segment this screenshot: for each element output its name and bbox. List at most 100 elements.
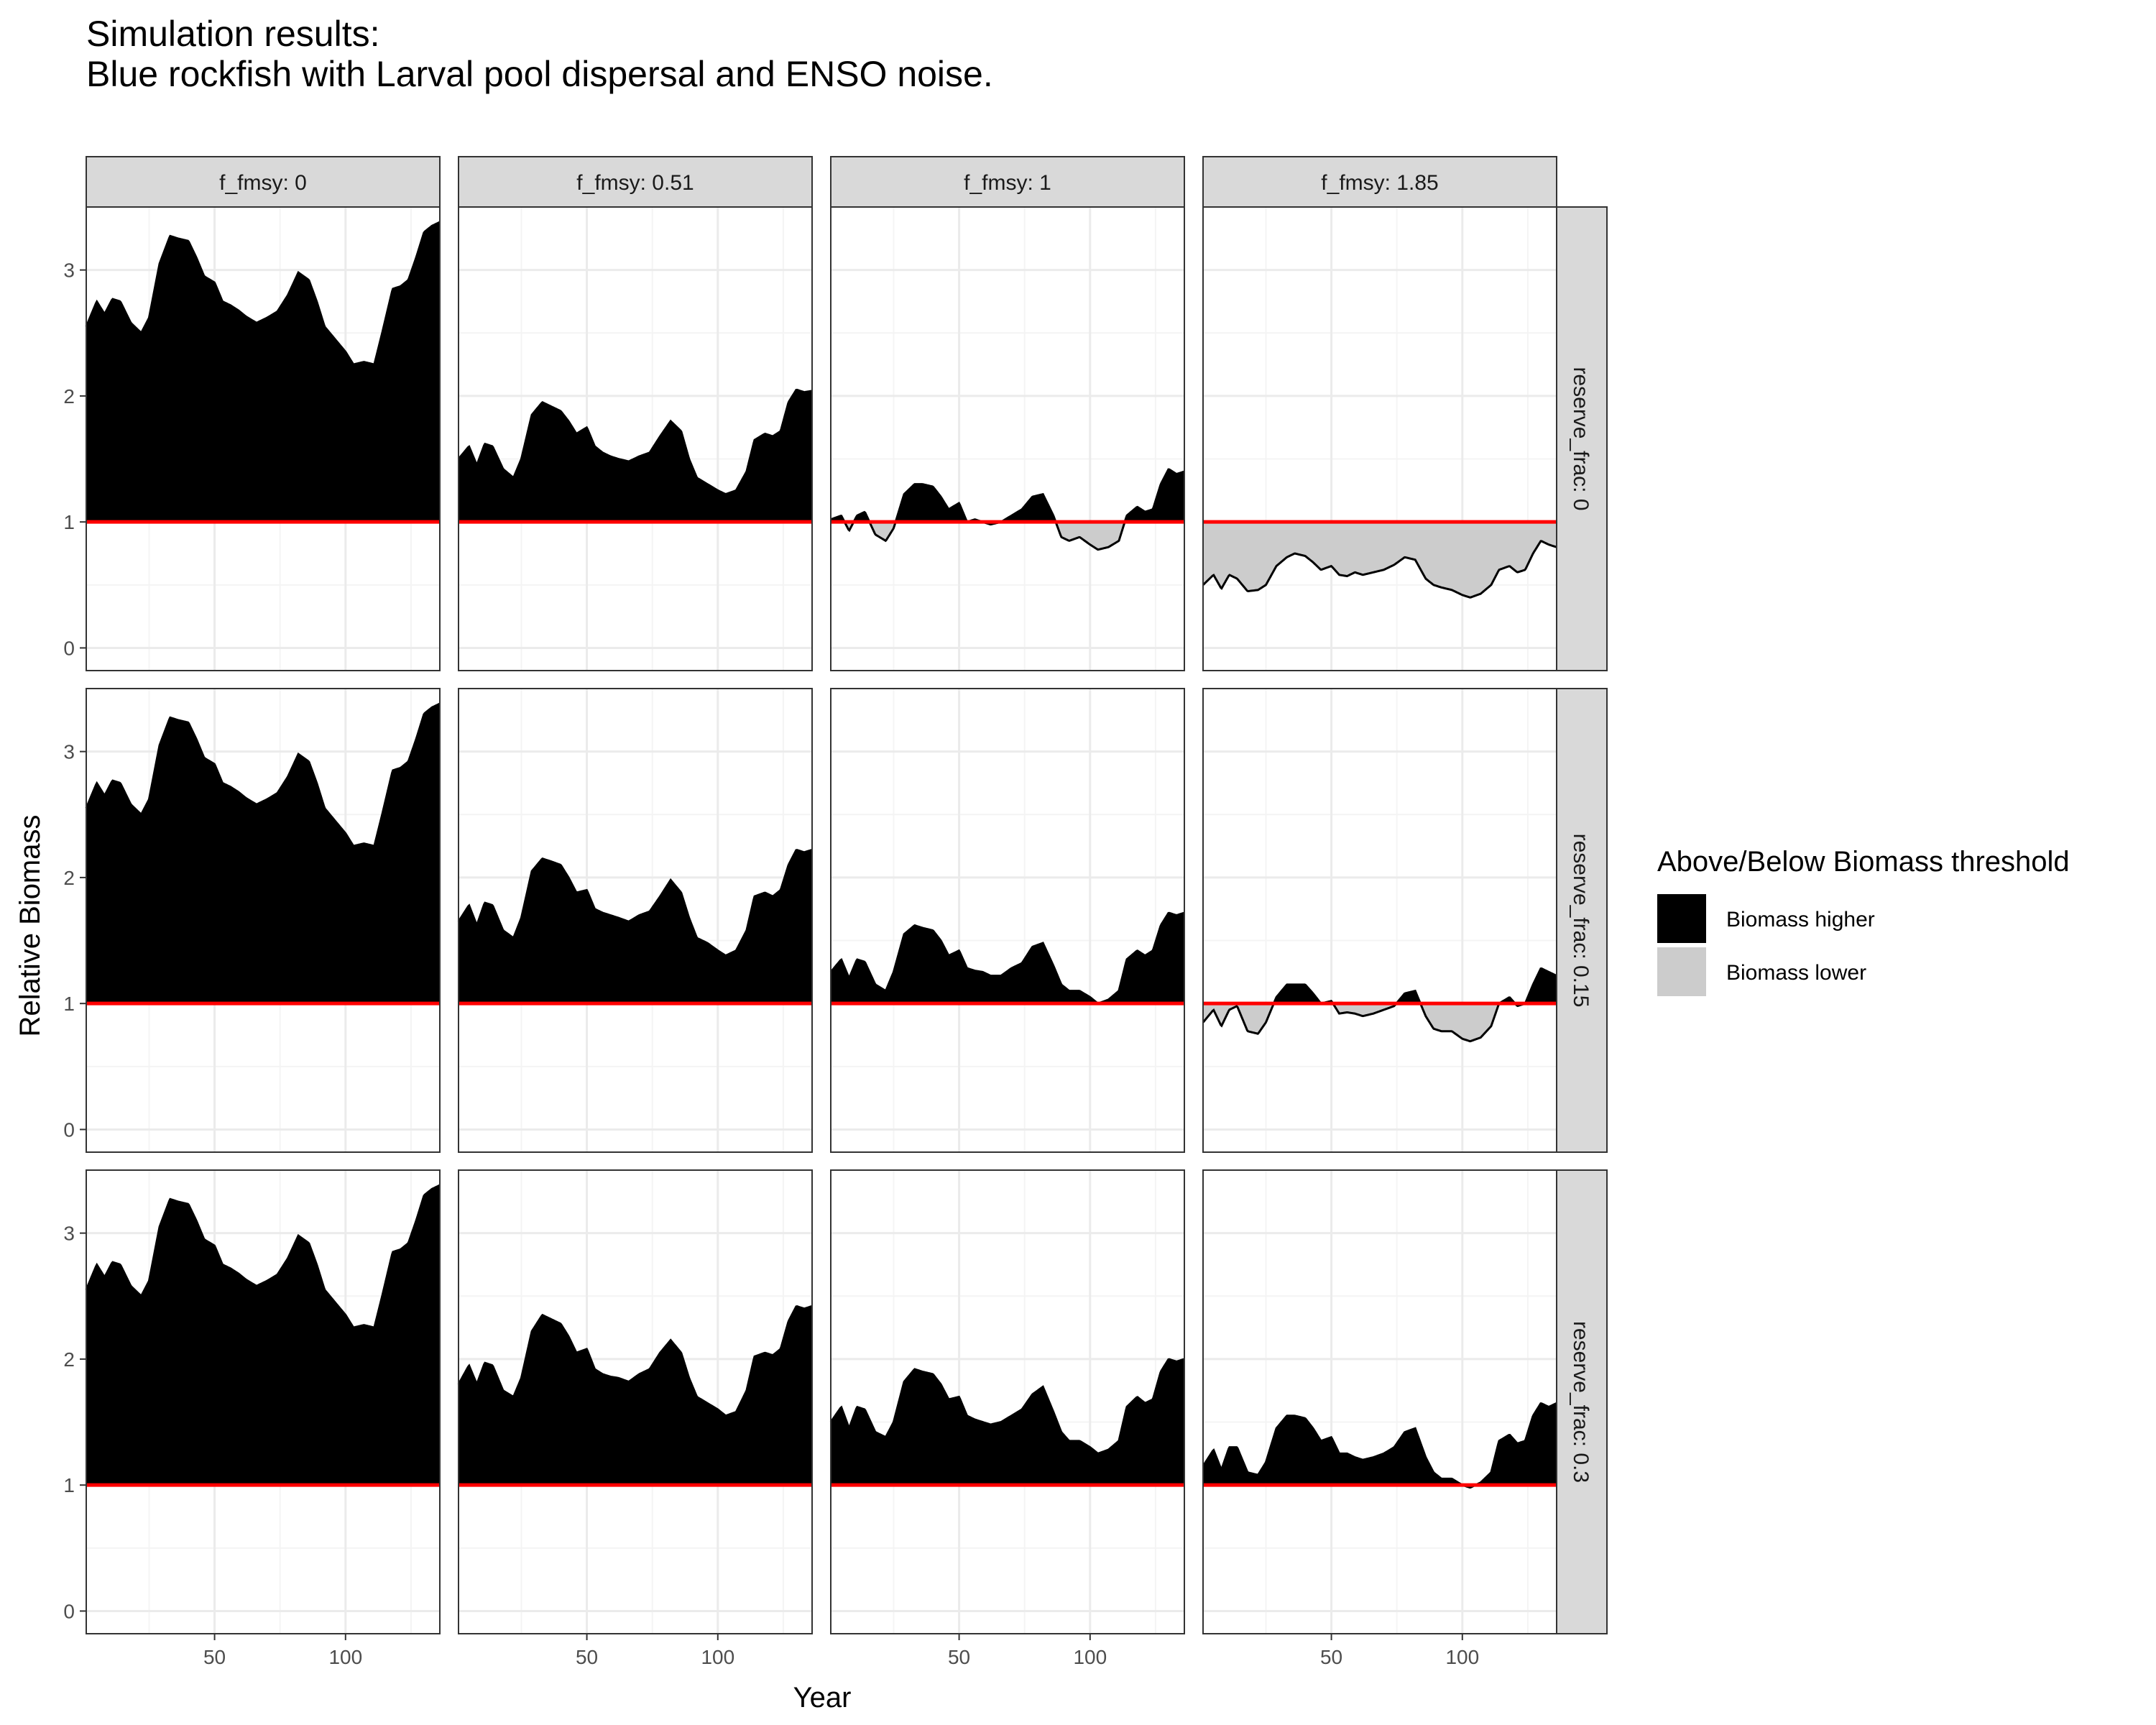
row-strip: reserve_frac: 0 bbox=[1556, 206, 1608, 671]
panel-background bbox=[831, 207, 1184, 671]
legend-key bbox=[1657, 894, 1706, 943]
biomass-line bbox=[830, 468, 1185, 551]
legend-label: Biomass higher bbox=[1726, 908, 1875, 932]
biomass-line bbox=[457, 388, 813, 496]
x-tick-label: 50 bbox=[203, 1646, 226, 1668]
row-strip-label: reserve_frac: 0 bbox=[1569, 367, 1593, 510]
y-tick-label: 0 bbox=[63, 1600, 75, 1622]
y-tick-label: 2 bbox=[63, 867, 75, 889]
facet-panel bbox=[1202, 688, 1557, 1153]
panel-border bbox=[86, 206, 441, 671]
panel-border bbox=[830, 688, 1185, 1153]
biomass-line bbox=[457, 848, 813, 957]
biomass-line bbox=[829, 911, 1185, 1005]
y-tick-label: 0 bbox=[63, 637, 75, 659]
area-biomass-higher bbox=[459, 390, 812, 523]
biomass-line bbox=[457, 1305, 813, 1417]
facet-panel bbox=[85, 206, 441, 671]
facet-panel bbox=[1202, 206, 1557, 671]
panel-border bbox=[458, 688, 813, 1153]
x-tick-label: 100 bbox=[328, 1646, 362, 1668]
biomass-line bbox=[85, 702, 441, 847]
column-strip-background bbox=[830, 156, 1185, 208]
area-biomass-higher bbox=[1203, 968, 1557, 1004]
y-tick-label: 3 bbox=[63, 741, 75, 763]
panel-background bbox=[1203, 1170, 1557, 1634]
x-tick-label: 100 bbox=[1073, 1646, 1107, 1668]
y-axis-title: Relative Biomass bbox=[14, 814, 46, 1036]
y-tick-label: 0 bbox=[63, 1118, 75, 1141]
y-tick-label: 3 bbox=[63, 1223, 75, 1245]
panel-border bbox=[86, 688, 441, 1153]
row-strip: reserve_frac: 0.15 bbox=[1556, 688, 1608, 1153]
panel-background bbox=[831, 1170, 1184, 1634]
column-strip: f_fmsy: 0 bbox=[86, 156, 441, 208]
y-tick-label: 1 bbox=[63, 511, 75, 533]
column-strip: f_fmsy: 1.85 bbox=[1202, 156, 1557, 208]
facet-panel bbox=[829, 688, 1185, 1153]
area-biomass-higher bbox=[459, 850, 812, 1004]
row-strip-label: reserve_frac: 0.3 bbox=[1569, 1321, 1593, 1483]
legend-key bbox=[1657, 947, 1706, 996]
panel-background bbox=[1203, 207, 1557, 671]
row-strip: reserve_frac: 0.3 bbox=[1556, 1169, 1608, 1634]
facet-panel bbox=[457, 1169, 813, 1634]
column-strip-background bbox=[1202, 156, 1557, 208]
facet-panel bbox=[85, 1169, 441, 1634]
row-strip-background bbox=[1556, 688, 1608, 1153]
area-biomass-higher bbox=[459, 1306, 812, 1486]
chart-title-line-2: Blue rockfish with Larval pool dispersal… bbox=[86, 54, 993, 94]
area-biomass-higher bbox=[86, 222, 440, 523]
x-tick-label: 50 bbox=[576, 1646, 598, 1668]
area-biomass-higher bbox=[86, 1185, 440, 1486]
panel-border bbox=[830, 206, 1185, 671]
column-strip-label: f_fmsy: 0.51 bbox=[576, 171, 694, 195]
facet-panel bbox=[457, 206, 813, 671]
panel-border bbox=[86, 1169, 441, 1634]
panel-border bbox=[1202, 206, 1557, 671]
legend-label: Biomass lower bbox=[1726, 961, 1866, 985]
panel-background bbox=[831, 689, 1184, 1152]
area-biomass-lower bbox=[831, 522, 1184, 550]
facet-panel bbox=[85, 688, 441, 1153]
facet-panel bbox=[457, 688, 813, 1153]
column-strip-label: f_fmsy: 1.85 bbox=[1321, 171, 1438, 195]
biomass-line bbox=[829, 1358, 1185, 1455]
row-strip-background bbox=[1556, 206, 1608, 671]
facet-panel bbox=[829, 1169, 1185, 1634]
y-tick-label: 1 bbox=[63, 1474, 75, 1496]
panel-border bbox=[1202, 1169, 1557, 1634]
biomass-line bbox=[1202, 1402, 1557, 1489]
y-tick-label: 1 bbox=[63, 993, 75, 1015]
facet-panel bbox=[830, 206, 1185, 671]
x-tick-label: 50 bbox=[1320, 1646, 1342, 1668]
row-strip-background bbox=[1556, 1169, 1608, 1634]
facet-panel bbox=[1202, 1169, 1557, 1634]
panel-border bbox=[1202, 688, 1557, 1153]
area-biomass-lower bbox=[1203, 1003, 1557, 1041]
legend-title: Above/Below Biomass threshold bbox=[1657, 846, 2070, 878]
area-biomass-higher bbox=[831, 469, 1184, 523]
biomass-line bbox=[1202, 540, 1557, 599]
x-tick-label: 100 bbox=[701, 1646, 734, 1668]
panel-background bbox=[459, 207, 812, 671]
column-strip-background bbox=[458, 156, 813, 208]
y-tick-label: 3 bbox=[63, 259, 75, 282]
biomass-line bbox=[85, 1184, 441, 1329]
column-strip-label: f_fmsy: 1 bbox=[964, 171, 1051, 195]
area-biomass-lower bbox=[1203, 522, 1557, 598]
panel-background bbox=[1203, 689, 1557, 1152]
column-strip-label: f_fmsy: 0 bbox=[219, 171, 307, 195]
panel-border bbox=[458, 1169, 813, 1634]
legend: Above/Below Biomass threshold Biomass hig… bbox=[1657, 846, 2070, 996]
biomass-line bbox=[1202, 967, 1557, 1043]
y-tick-label: 2 bbox=[63, 1348, 75, 1371]
row-strip-label: reserve_frac: 0.15 bbox=[1569, 834, 1593, 1008]
biomass-line bbox=[85, 221, 441, 366]
column-strip: f_fmsy: 0.51 bbox=[458, 156, 813, 208]
x-tick-label: 50 bbox=[948, 1646, 970, 1668]
area-biomass-higher bbox=[831, 912, 1184, 1004]
panel-border bbox=[830, 1169, 1185, 1634]
area-biomass-higher bbox=[1203, 1403, 1557, 1486]
